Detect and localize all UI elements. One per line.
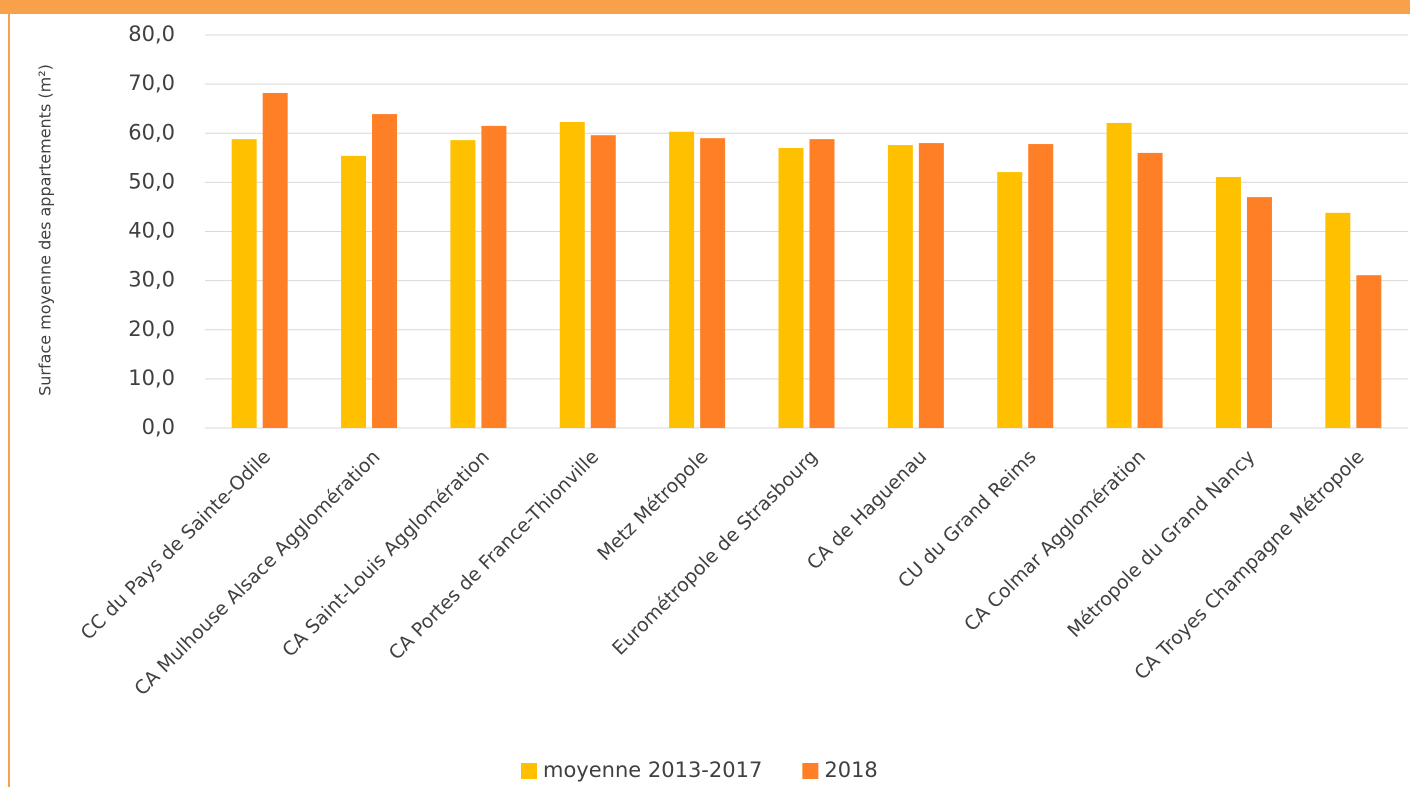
bar: [887, 145, 913, 429]
y-tick-label: 60,0: [128, 120, 175, 144]
x-tick-label: Metz Métropole: [593, 446, 712, 565]
x-tick-label: Eurométropole de Strasbourg: [608, 446, 822, 660]
x-tick-label: CA Colmar Agglomération: [960, 446, 1150, 636]
legend-label: 2018: [824, 758, 877, 782]
y-tick-label: 40,0: [128, 219, 175, 243]
y-tick-label: 50,0: [128, 169, 175, 193]
bar: [372, 114, 398, 428]
bar: [559, 121, 585, 429]
x-tick-label: CA Mulhouse Alsace Agglomération: [130, 446, 384, 700]
y-tick-label: 20,0: [128, 317, 175, 341]
bar: [1028, 144, 1054, 428]
bar: [481, 125, 507, 428]
bar: [1215, 176, 1241, 428]
bar: [231, 139, 257, 428]
legend-swatch: [802, 763, 819, 779]
bar: [1246, 197, 1272, 428]
y-axis-label: Surface moyenne des appartements (m²): [36, 64, 55, 396]
y-tick-label: 80,0: [128, 22, 175, 46]
bar: [262, 92, 288, 428]
bar: [1325, 212, 1351, 428]
x-tick-label: Métropole du Grand Nancy: [1063, 446, 1259, 642]
bar: [778, 147, 804, 429]
bar: [450, 140, 476, 428]
x-tick-label: CA Portes de France-Thionville: [385, 446, 604, 665]
bar: [809, 139, 835, 428]
x-tick-label: CC du Pays de Sainte-Odile: [77, 446, 276, 645]
bar: [918, 143, 944, 428]
bar: [669, 131, 695, 428]
y-tick-label: 70,0: [128, 71, 175, 95]
legend-swatch: [521, 763, 537, 779]
bar: [1356, 275, 1382, 428]
legend-label: moyenne 2013-2017: [543, 758, 762, 782]
y-tick-label: 10,0: [128, 366, 175, 390]
y-tick-label: 0,0: [142, 415, 175, 439]
bar: [997, 172, 1023, 428]
bar: [341, 155, 367, 428]
x-tick-label: CA Troyes Champagne Métropole: [1130, 446, 1368, 684]
bar: [700, 138, 726, 428]
bar: [1106, 122, 1132, 428]
bar: [1137, 152, 1163, 428]
x-tick-label: CA de Haguenau: [803, 446, 931, 574]
bar: [590, 135, 616, 428]
y-tick-label: 30,0: [128, 268, 175, 292]
title-band: [0, 0, 1410, 14]
x-tick-label: CA Saint-Louis Agglomération: [278, 446, 494, 662]
